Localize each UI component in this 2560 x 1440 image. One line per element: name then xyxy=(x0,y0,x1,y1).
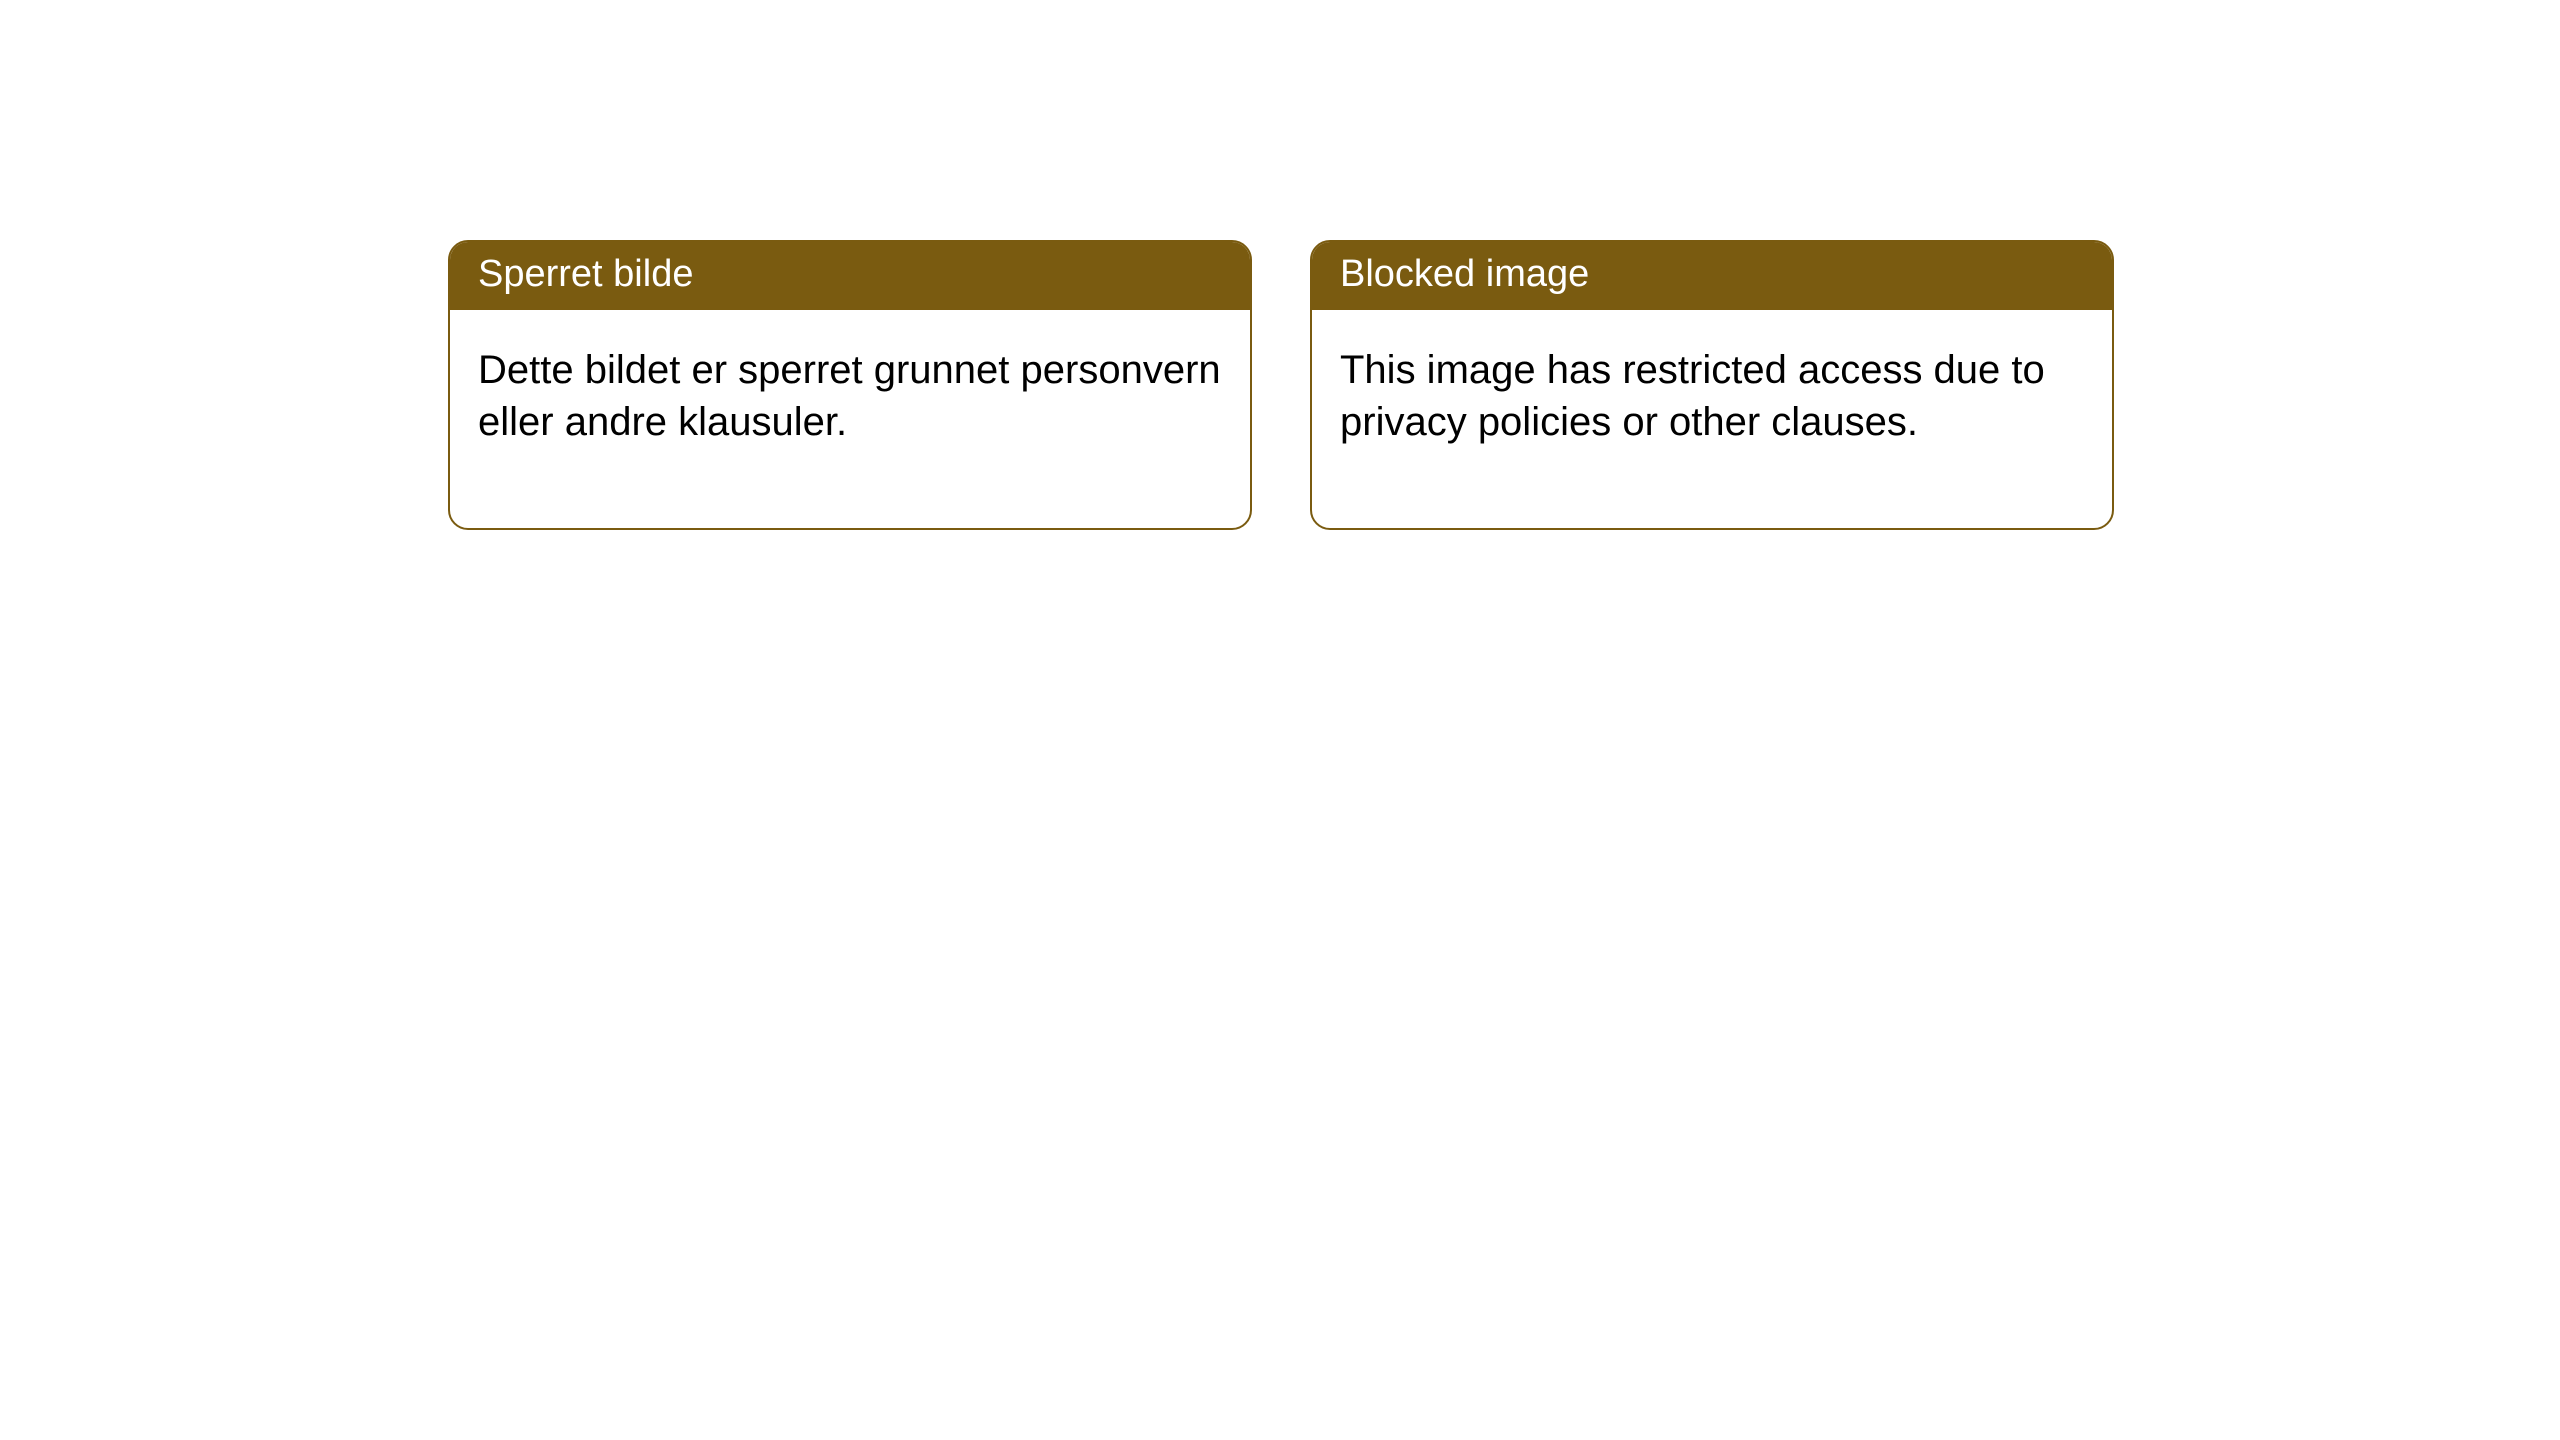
notice-card-norwegian: Sperret bilde Dette bildet er sperret gr… xyxy=(448,240,1252,530)
notice-body: Dette bildet er sperret grunnet personve… xyxy=(450,310,1250,528)
notice-title: Sperret bilde xyxy=(450,242,1250,310)
notices-container: Sperret bilde Dette bildet er sperret gr… xyxy=(0,0,2560,530)
notice-body: This image has restricted access due to … xyxy=(1312,310,2112,528)
notice-title: Blocked image xyxy=(1312,242,2112,310)
notice-card-english: Blocked image This image has restricted … xyxy=(1310,240,2114,530)
